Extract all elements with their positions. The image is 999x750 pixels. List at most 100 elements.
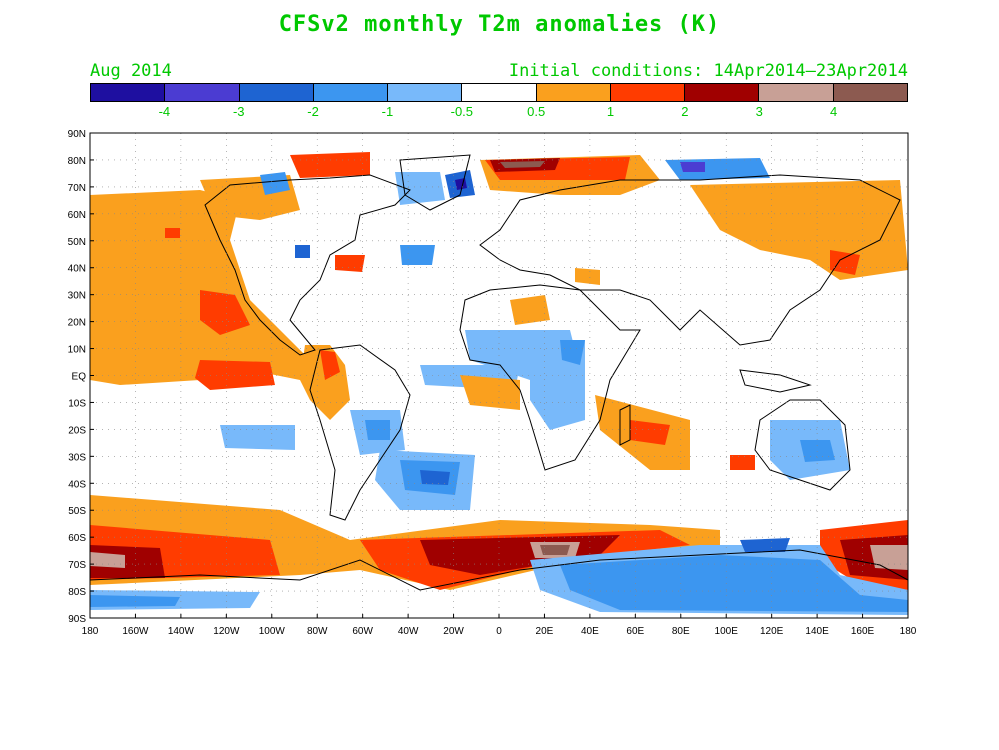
legend-labels: -4 -3 -2 -1 -0.5 0.5 1 2 3 4 (90, 104, 908, 120)
latitude-label: 20S (68, 425, 86, 436)
anomaly-region (295, 245, 310, 258)
latitude-label: 40S (68, 479, 86, 490)
anomaly-region (90, 595, 180, 607)
legend-swatch (536, 84, 611, 101)
graticule (90, 133, 908, 618)
anomaly-region (730, 455, 755, 470)
latitude-label: 90N (68, 129, 86, 140)
anomaly-region (560, 340, 585, 365)
anomaly-region (680, 162, 705, 172)
latitude-label: 40N (68, 264, 86, 275)
anomaly-region (460, 375, 520, 410)
legend-swatch (165, 84, 240, 101)
anomaly-region (455, 178, 467, 190)
latitude-label: EQ (72, 372, 87, 383)
legend-swatch (239, 84, 314, 101)
longitude-label: 20W (443, 626, 464, 637)
color-legend (90, 83, 908, 102)
longitude-label: 80W (307, 626, 328, 637)
initial-conditions-label: Initial conditions: 14Apr2014–23Apr2014 (508, 61, 908, 81)
anomaly-region (830, 250, 860, 275)
latitude-label: 50N (68, 237, 86, 248)
anomaly-region (165, 228, 180, 238)
anomaly-region (575, 268, 600, 285)
anomaly-region (260, 172, 290, 195)
anomaly-region (420, 470, 450, 485)
anomaly-region (740, 538, 790, 552)
legend-label: -4 (158, 104, 171, 119)
anomaly-region (500, 161, 545, 168)
legend-label: 1 (606, 104, 615, 119)
legend-swatch (610, 84, 686, 101)
longitude-label: 60W (352, 626, 373, 637)
anomaly-region (90, 552, 125, 568)
longitude-label: 140W (168, 626, 195, 637)
latitude-label: 70S (68, 560, 86, 571)
longitude-label: 180 (82, 626, 99, 637)
longitude-label: 20E (536, 626, 554, 637)
latitude-label: 10N (68, 345, 86, 356)
latitude-label: 20N (68, 318, 86, 329)
legend-swatch (462, 84, 537, 101)
anomaly-region (335, 255, 365, 272)
anomaly-region (690, 180, 908, 280)
legend-label: -1 (381, 104, 394, 119)
map-title: CFSv2 monthly T2m anomalies (K) (278, 12, 721, 37)
anomaly-region (290, 152, 370, 178)
latitude-label: 10S (68, 398, 86, 409)
longitude-label: 160W (122, 626, 149, 637)
latitude-label: 80N (68, 156, 86, 167)
legend-label: 0.5 (527, 104, 546, 119)
anomaly-region (510, 295, 550, 325)
legend-label: -3 (232, 104, 245, 119)
longitude-label: 40E (581, 626, 599, 637)
legend-label: 2 (681, 104, 689, 119)
anomaly-region (90, 190, 320, 385)
anomaly-region (560, 555, 908, 612)
longitude-label: 100W (259, 626, 286, 637)
anomaly-region (365, 420, 390, 440)
longitude-label: 100E (715, 626, 739, 637)
latitude-label: 90S (68, 614, 86, 625)
longitude-label: 180 (900, 626, 917, 637)
latitude-label: 30N (68, 291, 86, 302)
legend-swatch (685, 84, 760, 101)
anomaly-region (320, 350, 340, 380)
latitude-label: 60S (68, 533, 86, 544)
latitude-label: 80S (68, 587, 86, 598)
legend-swatch (759, 84, 834, 101)
anomaly-region (540, 545, 570, 555)
longitude-label: 120W (213, 626, 240, 637)
valid-month-label: Aug 2014 (90, 61, 172, 81)
anomaly-region (195, 360, 275, 390)
anomaly-region (630, 420, 670, 445)
legend-label: -0.5 (450, 104, 474, 119)
anomaly-fields (90, 152, 908, 615)
latitude-labels: 90N 80N 70N 60N 50N 40N 30N 20N 10N EQ 10S 20S 30S 40… (68, 129, 87, 625)
anomaly-region (200, 290, 250, 335)
longitude-label: 40W (398, 626, 419, 637)
longitude-label: 80E (672, 626, 690, 637)
legend-swatch (91, 84, 166, 101)
longitude-label: 160E (851, 626, 875, 637)
longitude-labels: 180 160W 140W 120W 100W 80W 60W 40W 20W 0 20E 40E 60… (82, 626, 917, 637)
legend-swatch (388, 84, 463, 101)
latitude-label: 70N (68, 183, 86, 194)
legend-label: 4 (830, 104, 838, 119)
longitude-label: 0 (496, 626, 502, 637)
latitude-label: 60N (68, 210, 86, 221)
legend-swatch (833, 84, 907, 101)
latitude-label: 50S (68, 506, 86, 517)
legend-label: -2 (307, 104, 319, 119)
longitude-label: 120E (760, 626, 784, 637)
longitude-label: 140E (805, 626, 829, 637)
coastlines (89, 154, 909, 591)
anomaly-region (870, 545, 908, 570)
legend-swatch (313, 84, 389, 101)
latitude-label: 30S (68, 452, 86, 463)
anomaly-region (800, 440, 835, 462)
anomaly-region (400, 245, 435, 265)
legend-label: 3 (755, 104, 763, 119)
axis-ticks (89, 132, 909, 619)
